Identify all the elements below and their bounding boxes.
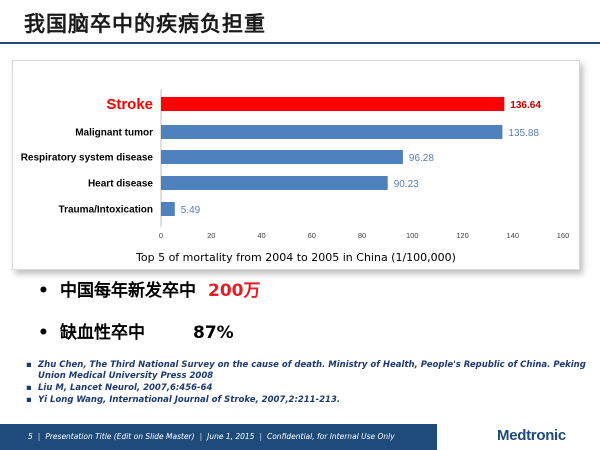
- footer-text: 5 | Presentation Title (Edit on Slide Mast…: [28, 432, 395, 441]
- footer-separator: |: [199, 432, 203, 441]
- medtronic-logo: Medtronic: [497, 427, 566, 444]
- reference-item: ▪ Liu M, Lancet Neurol, 2007,6:456-64: [26, 383, 586, 394]
- bullet-dot: •: [38, 281, 49, 301]
- footer-separator: |: [37, 432, 41, 441]
- bar-0: [161, 97, 505, 111]
- logo-panel: Medtronic: [437, 424, 600, 450]
- page-number: 5: [28, 432, 33, 441]
- x-tick-label-7: 140: [506, 231, 519, 240]
- x-tick-label-1: 20: [207, 231, 215, 240]
- slide-title: 我国脑卒中的疾病负担重: [24, 12, 266, 36]
- reference-bullet: ▪: [26, 395, 32, 405]
- x-tick-label-3: 60: [308, 231, 316, 240]
- bullet-ischemic-stroke: • 缺血性卒中 87%: [38, 318, 234, 343]
- reference-item: ▪ Yi Long Wang, International Journal of…: [26, 395, 586, 406]
- category-label-4: Trauma/Intoxication: [59, 205, 153, 216]
- reference-text: Yi Long Wang, International Journal of S…: [38, 395, 341, 405]
- title-divider: [0, 42, 600, 44]
- bullet-text: 缺血性卒中: [60, 323, 145, 343]
- bar-3: [161, 176, 388, 190]
- x-tick-label-2: 40: [257, 231, 265, 240]
- reference-text: Zhu Chen, The Third National Survey on t…: [38, 360, 586, 381]
- category-label-3: Heart disease: [88, 179, 153, 190]
- mortality-bar-chart: Stroke 136.64 Malignant tumor 135.88 Respira…: [21, 89, 570, 240]
- chart-panel: Stroke 136.64 Malignant tumor 135.88 Respira…: [12, 60, 580, 270]
- data-label-3: 90.23: [394, 179, 419, 190]
- presentation-date: June 1, 2015: [207, 432, 255, 441]
- bar-2: [161, 150, 403, 164]
- bullet-value: 87%: [193, 323, 234, 343]
- bar-4: [161, 202, 175, 216]
- bullet-dot: •: [38, 323, 49, 343]
- chart-caption: Top 5 of mortality from 2004 to 2005 in …: [136, 251, 456, 264]
- x-tick-label-4: 80: [358, 231, 366, 240]
- x-tick-label-8: 160: [557, 231, 570, 240]
- reference-text: Liu M, Lancet Neurol, 2007,6:456-64: [38, 383, 213, 393]
- bullet-new-stroke-cases: • 中国每年新发卒中 200万: [38, 276, 261, 301]
- reference-item: ▪ Zhu Chen, The Third National Survey on…: [26, 360, 586, 382]
- x-tick-label-0: 0: [159, 231, 163, 240]
- reference-bullet: ▪: [26, 383, 32, 393]
- category-label-2: Respiratory system disease: [21, 153, 154, 164]
- footer-separator: |: [259, 432, 262, 441]
- reference-bullet: ▪: [26, 360, 32, 370]
- bar-1: [161, 125, 503, 139]
- category-label-1: Malignant tumor: [75, 128, 153, 139]
- bullet-value: 200万: [208, 281, 261, 301]
- references-list: ▪ Zhu Chen, The Third National Survey on…: [26, 360, 586, 407]
- confidentiality-notice: Confidential, for Internal Use Only: [266, 432, 395, 441]
- x-tick-label-5: 100: [406, 231, 419, 240]
- presentation-title: Presentation Title (Edit on Slide Master…: [45, 432, 195, 441]
- bullet-text: 中国每年新发卒中: [60, 281, 196, 301]
- data-label-1: 135.88: [508, 128, 539, 139]
- x-tick-label-6: 120: [456, 231, 469, 240]
- category-label-0: Stroke: [106, 96, 153, 113]
- data-label-0: 136.64: [510, 100, 541, 111]
- data-label-2: 96.28: [409, 153, 434, 164]
- data-label-4: 5.49: [181, 205, 201, 216]
